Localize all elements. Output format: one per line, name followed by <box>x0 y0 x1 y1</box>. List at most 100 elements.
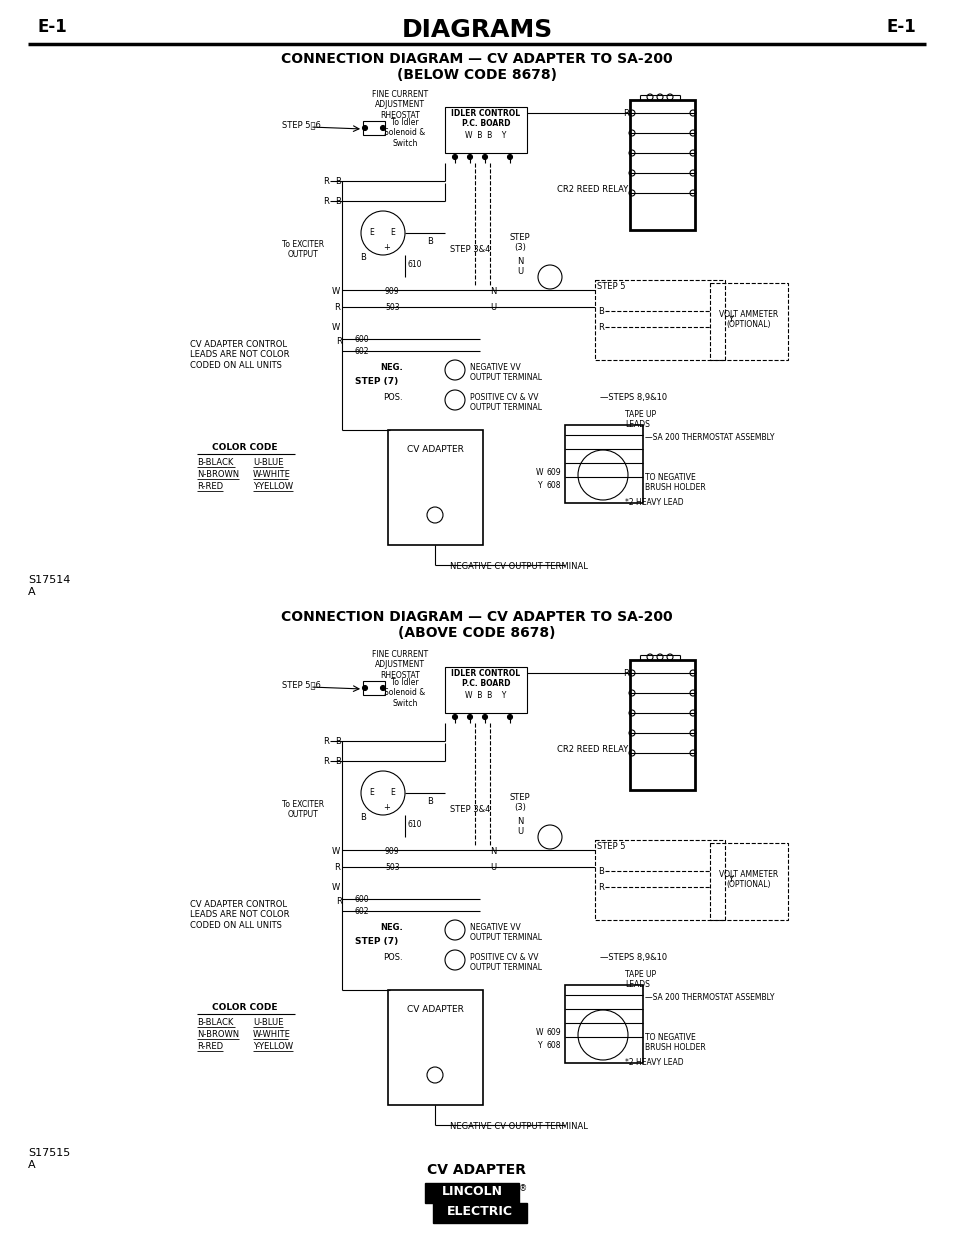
Text: TAPE UP
LEADS: TAPE UP LEADS <box>624 969 656 989</box>
Text: IDLER CONTROL
P.C. BOARD: IDLER CONTROL P.C. BOARD <box>451 669 520 688</box>
Text: B: B <box>335 177 340 186</box>
Text: —STEPS 8,9&10: —STEPS 8,9&10 <box>599 953 666 962</box>
Text: +: + <box>383 803 390 811</box>
Text: COLOR CODE: COLOR CODE <box>212 443 277 452</box>
Text: R: R <box>323 757 329 766</box>
Text: +: + <box>383 243 390 252</box>
Text: W  B  B    Y: W B B Y <box>465 131 506 140</box>
Text: B-BLACK: B-BLACK <box>196 1018 233 1028</box>
Text: N: N <box>490 287 496 296</box>
Text: U-BLUE: U-BLUE <box>253 458 283 467</box>
Text: CV ADAPTER: CV ADAPTER <box>427 1163 526 1177</box>
Text: B: B <box>335 737 340 746</box>
Bar <box>709 283 787 359</box>
Bar <box>388 990 482 1105</box>
Text: CONNECTION DIAGRAM — CV ADAPTER TO SA-200: CONNECTION DIAGRAM — CV ADAPTER TO SA-20… <box>281 610 672 624</box>
Text: E: E <box>369 228 374 237</box>
Text: U: U <box>517 267 522 275</box>
Text: STEP 5: STEP 5 <box>597 282 625 291</box>
Text: STEP (7): STEP (7) <box>355 937 397 946</box>
Bar <box>595 280 724 359</box>
Text: —STEPS 8,9&10: —STEPS 8,9&10 <box>599 393 666 403</box>
Text: R: R <box>334 303 339 312</box>
Bar <box>564 986 642 1063</box>
Text: S17515
A: S17515 A <box>28 1149 71 1170</box>
Circle shape <box>362 685 367 690</box>
Text: 503: 503 <box>385 863 399 872</box>
Text: 602: 602 <box>355 347 369 356</box>
Text: R: R <box>335 337 341 346</box>
Text: FINE CURRENT
ADJUSTMENT
RHEOSTAT: FINE CURRENT ADJUSTMENT RHEOSTAT <box>372 90 428 120</box>
Text: NEGATIVE VV
OUTPUT TERMINAL: NEGATIVE VV OUTPUT TERMINAL <box>470 923 541 942</box>
Text: R: R <box>598 883 603 892</box>
Text: N: N <box>490 847 496 856</box>
Text: FINE CURRENT
ADJUSTMENT
RHEOSTAT: FINE CURRENT ADJUSTMENT RHEOSTAT <box>372 650 428 679</box>
Text: CV ADAPTER CONTROL
LEADS ARE NOT COLOR
CODED ON ALL UNITS: CV ADAPTER CONTROL LEADS ARE NOT COLOR C… <box>190 340 289 369</box>
Text: STEP
(3): STEP (3) <box>509 233 530 252</box>
Text: W: W <box>332 847 339 856</box>
Text: U: U <box>490 863 496 872</box>
Text: Y-YELLOW: Y-YELLOW <box>253 1042 293 1051</box>
Text: —SA 200 THERMOSTAT ASSEMBLY: —SA 200 THERMOSTAT ASSEMBLY <box>644 993 774 1002</box>
Text: TO NEGATIVE
BRUSH HOLDER: TO NEGATIVE BRUSH HOLDER <box>644 1032 705 1052</box>
Text: E: E <box>369 788 374 797</box>
Text: Y-YELLOW: Y-YELLOW <box>253 482 293 492</box>
Circle shape <box>467 154 472 159</box>
Text: CONNECTION DIAGRAM — CV ADAPTER TO SA-200: CONNECTION DIAGRAM — CV ADAPTER TO SA-20… <box>281 52 672 65</box>
Bar <box>595 840 724 920</box>
Bar <box>363 680 385 695</box>
Text: U: U <box>490 303 496 312</box>
Text: 503: 503 <box>385 303 399 312</box>
Circle shape <box>482 154 487 159</box>
Text: B: B <box>335 198 340 206</box>
Text: B-BLACK: B-BLACK <box>196 458 233 467</box>
Text: CR2 REED RELAY: CR2 REED RELAY <box>557 185 628 194</box>
Text: NEGATIVE VV
OUTPUT TERMINAL: NEGATIVE VV OUTPUT TERMINAL <box>470 363 541 383</box>
Text: (BELOW CODE 8678): (BELOW CODE 8678) <box>396 68 557 82</box>
Text: 609: 609 <box>546 1028 561 1037</box>
Text: W: W <box>535 1028 542 1037</box>
Text: NEGATIVE CV OUTPUT TERMINAL: NEGATIVE CV OUTPUT TERMINAL <box>450 562 587 571</box>
Text: E: E <box>390 788 395 797</box>
Text: STEP 56: STEP 56 <box>282 120 320 128</box>
Text: STEP 5: STEP 5 <box>597 842 625 851</box>
Bar <box>388 430 482 545</box>
Text: STEP 56: STEP 56 <box>282 680 320 689</box>
Text: 610: 610 <box>408 820 422 829</box>
Text: TAPE UP
LEADS: TAPE UP LEADS <box>624 410 656 430</box>
Text: W: W <box>332 324 339 332</box>
Bar <box>433 1203 526 1223</box>
Text: R: R <box>598 324 603 332</box>
Text: POSITIVE CV & VV
OUTPUT TERMINAL: POSITIVE CV & VV OUTPUT TERMINAL <box>470 953 541 972</box>
Text: S17514
A: S17514 A <box>28 576 71 597</box>
Text: W: W <box>332 287 339 296</box>
Text: U: U <box>517 827 522 836</box>
Text: W-WHITE: W-WHITE <box>253 471 291 479</box>
Text: 609: 609 <box>546 468 561 477</box>
Text: N: N <box>517 257 522 266</box>
Text: 608: 608 <box>546 480 561 490</box>
Text: B: B <box>427 237 433 246</box>
Bar <box>424 1183 518 1203</box>
Text: ®: ® <box>518 1184 527 1193</box>
Text: IDLER CONTROL
P.C. BOARD: IDLER CONTROL P.C. BOARD <box>451 109 520 128</box>
Text: POS.: POS. <box>383 393 402 403</box>
Text: 608: 608 <box>546 1041 561 1050</box>
Text: N-BROWN: N-BROWN <box>196 471 239 479</box>
Text: R: R <box>323 198 329 206</box>
Text: R: R <box>622 669 628 678</box>
Text: 600: 600 <box>355 335 369 345</box>
Text: B: B <box>335 757 340 766</box>
Circle shape <box>452 154 457 159</box>
Text: E-1: E-1 <box>885 19 915 36</box>
Text: ELECTRIC: ELECTRIC <box>447 1205 513 1218</box>
Text: CV ADAPTER: CV ADAPTER <box>406 1005 463 1014</box>
Circle shape <box>507 715 512 720</box>
Text: To Idler
Solenoid &
Switch: To Idler Solenoid & Switch <box>384 119 425 148</box>
Text: B: B <box>359 813 366 823</box>
Text: VOLT AMMETER
(OPTIONAL): VOLT AMMETER (OPTIONAL) <box>719 869 778 889</box>
Text: (ABOVE CODE 8678): (ABOVE CODE 8678) <box>397 626 556 640</box>
Text: CV ADAPTER CONTROL
LEADS ARE NOT COLOR
CODED ON ALL UNITS: CV ADAPTER CONTROL LEADS ARE NOT COLOR C… <box>190 900 289 930</box>
Text: R: R <box>323 737 329 746</box>
Text: STEP 3&4: STEP 3&4 <box>450 245 490 254</box>
